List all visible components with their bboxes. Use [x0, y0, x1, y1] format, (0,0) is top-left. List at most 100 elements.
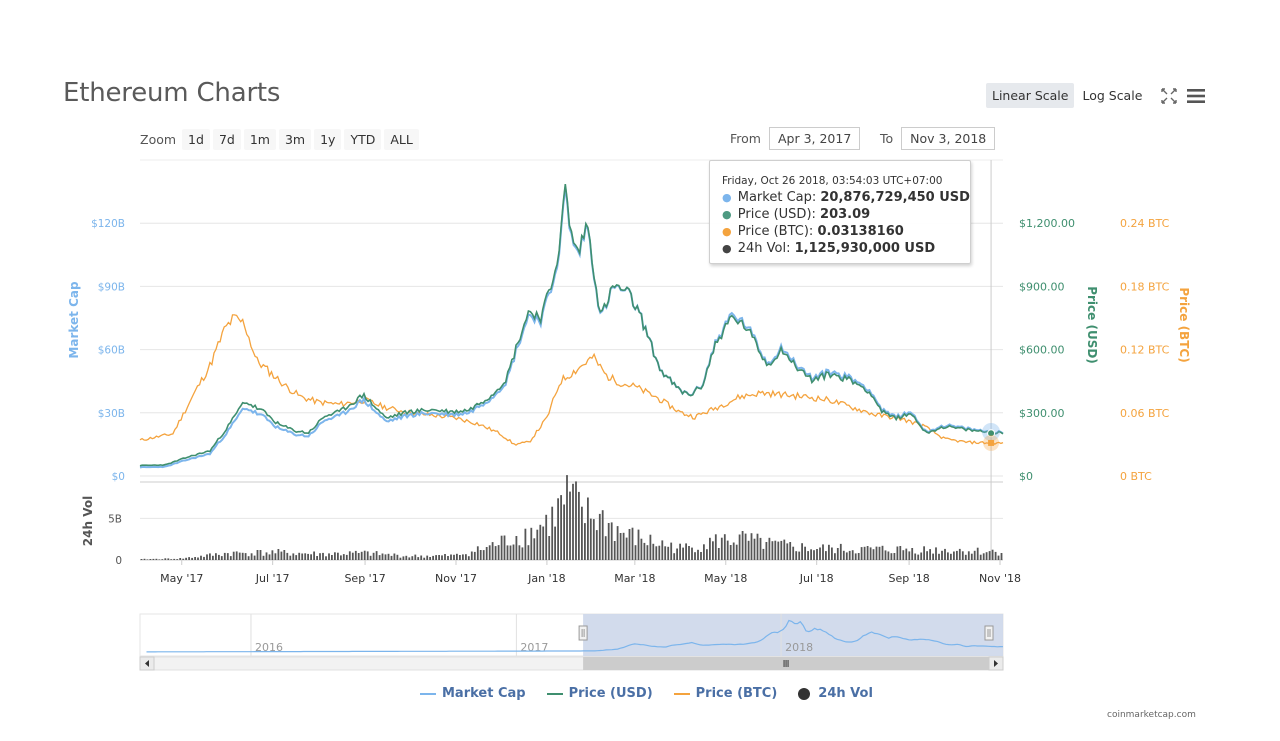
volume-bar[interactable]: [923, 546, 925, 560]
volume-bar[interactable]: [911, 548, 914, 560]
volume-bar[interactable]: [277, 549, 280, 560]
volume-bar[interactable]: [714, 534, 717, 560]
volume-bar[interactable]: [470, 551, 473, 561]
volume-bar[interactable]: [238, 552, 241, 560]
volume-bar[interactable]: [372, 552, 375, 560]
volume-bar[interactable]: [887, 551, 890, 561]
volume-bar[interactable]: [768, 537, 771, 560]
volume-bar[interactable]: [967, 551, 970, 560]
volume-bar[interactable]: [777, 541, 780, 560]
volume-bar[interactable]: [944, 548, 946, 560]
volume-bar[interactable]: [703, 544, 705, 560]
volume-bar[interactable]: [991, 549, 994, 560]
volume-bar[interactable]: [325, 556, 327, 560]
volume-bar[interactable]: [271, 550, 274, 560]
volume-bar[interactable]: [765, 542, 768, 560]
volume-bar[interactable]: [250, 553, 253, 560]
volume-bar[interactable]: [857, 553, 860, 560]
volume-bar[interactable]: [569, 491, 571, 560]
volume-bar[interactable]: [917, 554, 920, 560]
volume-bar[interactable]: [334, 552, 336, 560]
volume-bar[interactable]: [622, 532, 625, 560]
volume-bar[interactable]: [518, 545, 521, 560]
volume-bar[interactable]: [340, 555, 342, 560]
volume-bar[interactable]: [932, 553, 934, 560]
volume-bar[interactable]: [307, 553, 309, 560]
volume-bar[interactable]: [441, 555, 443, 560]
volume-bar[interactable]: [203, 556, 205, 560]
volume-bar[interactable]: [223, 552, 226, 560]
volume-bar[interactable]: [613, 541, 616, 560]
volume-bar[interactable]: [354, 550, 357, 560]
volume-bar[interactable]: [444, 554, 446, 560]
volume-bar[interactable]: [783, 539, 786, 560]
volume-bar[interactable]: [256, 550, 259, 560]
volume-bar[interactable]: [212, 555, 214, 560]
volume-bar[interactable]: [831, 547, 833, 561]
volume-bar[interactable]: [363, 550, 366, 560]
volume-bar[interactable]: [771, 541, 774, 560]
volume-bar[interactable]: [244, 553, 247, 560]
volume-bar[interactable]: [268, 554, 271, 560]
volume-bar[interactable]: [664, 546, 667, 560]
volume-bar[interactable]: [935, 547, 937, 560]
volume-bar[interactable]: [994, 551, 997, 560]
volume-bar[interactable]: [473, 551, 476, 560]
volume-bar[interactable]: [420, 555, 423, 561]
volume-bar[interactable]: [218, 554, 220, 560]
volume-bar[interactable]: [679, 543, 681, 560]
volume-bar[interactable]: [235, 551, 238, 560]
volume-bar[interactable]: [682, 547, 684, 560]
volume-bar[interactable]: [399, 557, 402, 560]
volume-bar[interactable]: [643, 542, 646, 560]
volume-bar[interactable]: [694, 552, 696, 560]
volume-bar[interactable]: [417, 557, 420, 560]
volume-bar[interactable]: [899, 546, 902, 560]
volume-bar[interactable]: [854, 553, 857, 560]
volume-bar[interactable]: [149, 559, 152, 560]
volume-bar[interactable]: [729, 545, 732, 560]
volume-bar[interactable]: [706, 549, 708, 560]
volume-bar[interactable]: [402, 556, 405, 560]
volume-bar[interactable]: [209, 553, 211, 560]
volume-bar[interactable]: [521, 547, 524, 560]
volume-bar[interactable]: [581, 506, 583, 560]
volume-bar[interactable]: [958, 548, 961, 560]
volume-bar[interactable]: [465, 554, 467, 560]
volume-bar[interactable]: [979, 554, 982, 560]
volume-bar[interactable]: [467, 556, 470, 560]
volume-bar[interactable]: [732, 542, 735, 561]
volume-bar[interactable]: [649, 534, 652, 560]
volume-bar[interactable]: [634, 545, 637, 560]
volume-bar[interactable]: [191, 557, 193, 560]
volume-bar[interactable]: [753, 538, 756, 560]
volume-bar[interactable]: [331, 555, 333, 560]
volume-bar[interactable]: [926, 551, 928, 560]
volume-bar[interactable]: [298, 552, 301, 560]
volume-bar[interactable]: [970, 553, 973, 560]
volume-bar[interactable]: [744, 533, 747, 560]
volume-bar[interactable]: [789, 542, 792, 560]
volume-bar[interactable]: [232, 551, 235, 560]
legend-item-market-cap[interactable]: Market Cap: [420, 686, 526, 701]
volume-bar[interactable]: [432, 555, 434, 560]
volume-bar[interactable]: [319, 553, 321, 560]
volume-bar[interactable]: [345, 554, 348, 560]
volume-bar[interactable]: [426, 555, 429, 560]
volume-bar[interactable]: [348, 551, 351, 560]
volume-bar[interactable]: [839, 543, 842, 560]
zoom-1d-button[interactable]: 1d: [182, 129, 210, 150]
volume-bar[interactable]: [530, 527, 533, 560]
volume-bar[interactable]: [509, 545, 512, 561]
volume-bar[interactable]: [387, 553, 390, 560]
volume-bar[interactable]: [155, 558, 158, 560]
volume-bar[interactable]: [164, 558, 167, 560]
volume-bar[interactable]: [557, 498, 559, 560]
volume-bar[interactable]: [676, 548, 678, 561]
volume-bar[interactable]: [863, 546, 866, 560]
hamburger-menu-icon[interactable]: [1186, 88, 1206, 104]
volume-bar[interactable]: [610, 522, 613, 560]
volume-bar[interactable]: [750, 533, 753, 560]
volume-bar[interactable]: [786, 543, 789, 560]
volume-bar[interactable]: [670, 542, 673, 560]
